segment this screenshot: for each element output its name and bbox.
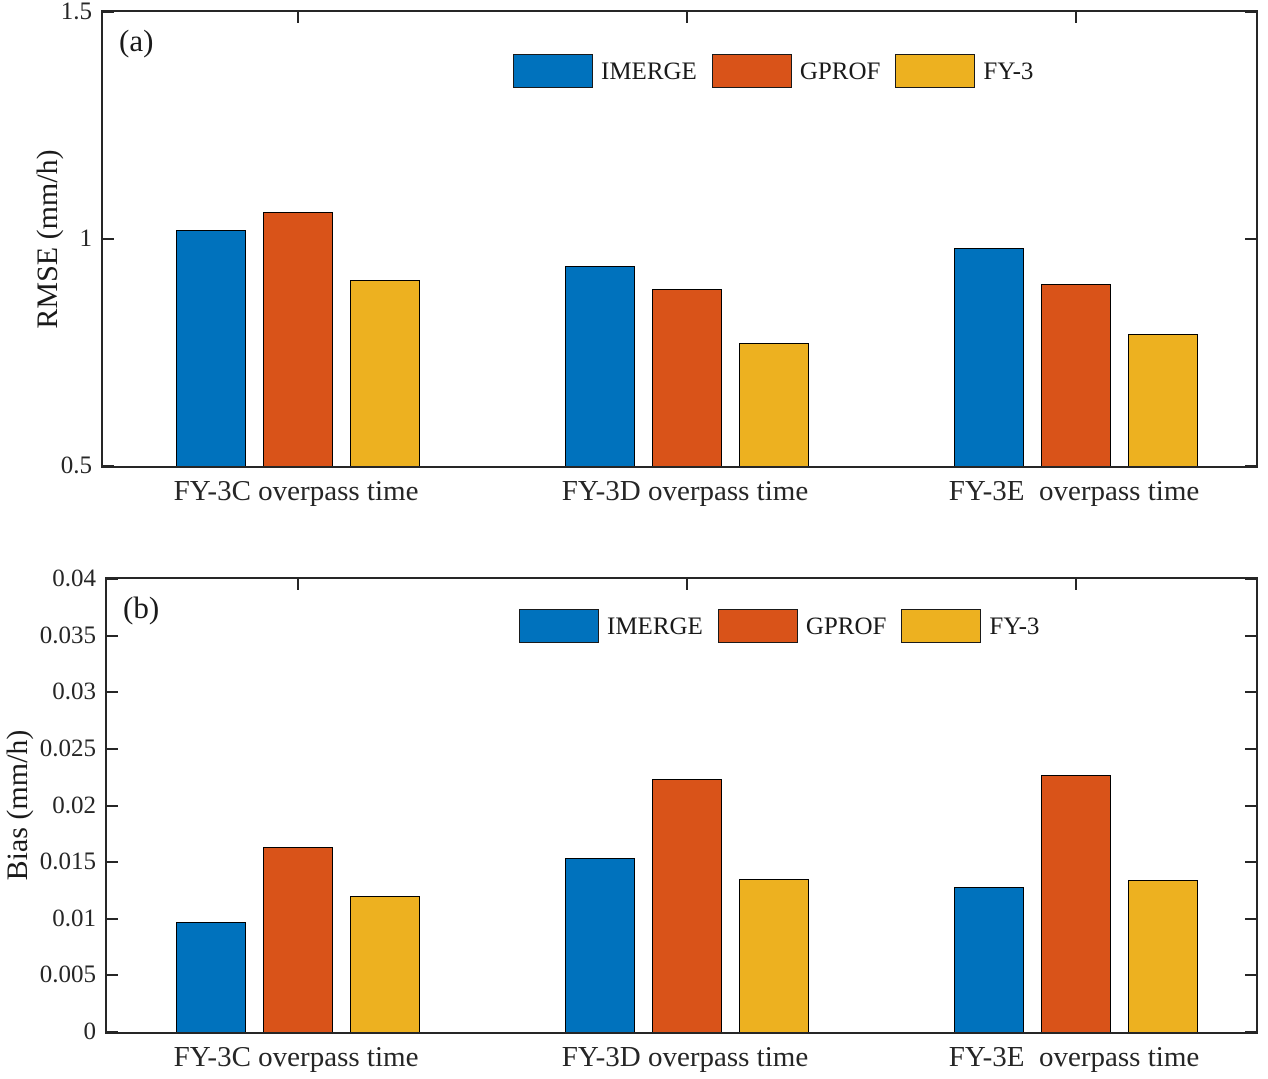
bar-gprof-3 — [1041, 284, 1111, 466]
bar-imerge-2 — [565, 266, 635, 466]
bar-fy-3-3 — [1128, 880, 1198, 1032]
y-tick-label: 0.015 — [39, 848, 96, 876]
y-tick — [107, 1031, 118, 1033]
legend-item-fy3: FY-3 — [901, 609, 1039, 643]
bar-imerge-3 — [954, 887, 1024, 1032]
y-tick — [107, 691, 118, 694]
x-tick — [297, 579, 299, 590]
y-tick — [1245, 691, 1256, 694]
legend-swatch-gprof — [717, 609, 798, 643]
y-tick — [107, 861, 118, 864]
y-tick-label: 0 — [83, 1018, 97, 1045]
x-tick-label: FY-3E overpass time — [948, 475, 1200, 507]
plot-area-panel-b: (b) IMERGE GPROF FY-3 — [105, 577, 1258, 1034]
bar-imerge-1 — [176, 229, 246, 466]
x-tick-label: FY-3E overpass time — [948, 1041, 1200, 1073]
y-tick-label: 0.02 — [52, 791, 96, 819]
bar-imerge-3 — [954, 248, 1024, 466]
y-tick — [107, 634, 118, 637]
y-tick-label: 0.01 — [52, 904, 96, 932]
y-tick — [107, 747, 118, 750]
legend-item-gprof: GPROF — [711, 54, 881, 88]
y-tick-label: 0.025 — [39, 734, 96, 762]
bar-gprof-1 — [263, 211, 333, 466]
y-tick-label: 0.5 — [60, 452, 92, 479]
legend-item-imerge: IMERGE — [519, 609, 703, 643]
y-tick — [1245, 238, 1256, 240]
bar-imerge-2 — [565, 857, 635, 1032]
legend-swatch-imerge — [519, 609, 599, 643]
legend-label-fy3: FY-3 — [983, 57, 1034, 85]
y-tick — [103, 11, 114, 13]
x-tick-label: FY-3C overpass time — [173, 475, 419, 507]
legend-swatch-fy3 — [895, 54, 976, 88]
legend-label-gprof: GPROF — [805, 612, 887, 640]
y-tick — [107, 974, 118, 977]
y-tick — [103, 465, 114, 467]
legend-item-fy3: FY-3 — [895, 54, 1033, 88]
y-tick — [1245, 1031, 1256, 1033]
x-tick-label: FY-3D overpass time — [561, 1041, 809, 1073]
y-tick — [103, 238, 114, 240]
legend-swatch-imerge — [513, 54, 593, 88]
y-tick — [1245, 11, 1256, 13]
y-tick — [107, 578, 118, 580]
y-tick — [1245, 465, 1256, 467]
legend-item-gprof: GPROF — [717, 609, 887, 643]
bar-gprof-1 — [263, 847, 333, 1032]
bar-gprof-2 — [652, 288, 722, 466]
bar-fy-3-1 — [350, 279, 420, 466]
bar-fy-3-2 — [739, 343, 809, 466]
x-tick-label: FY-3D overpass time — [561, 475, 809, 507]
legend-label-imerge: IMERGE — [601, 57, 697, 85]
legend-swatch-fy3 — [901, 609, 982, 643]
bar-gprof-3 — [1041, 774, 1111, 1032]
y-tick — [1245, 917, 1256, 920]
y-tick — [107, 917, 118, 920]
x-tick — [686, 12, 688, 23]
bar-fy-3-3 — [1128, 334, 1198, 466]
y-tick — [1245, 634, 1256, 637]
y-tick-label: 1 — [79, 225, 93, 252]
panel-label-a: (a) — [119, 23, 154, 58]
y-tick — [1245, 974, 1256, 977]
y-tick-label: 1.5 — [60, 0, 92, 25]
x-tick — [297, 12, 299, 23]
plot-area-panel-a: (a) IMERGE GPROF FY-3 — [101, 10, 1258, 468]
legend-swatch-gprof — [711, 54, 792, 88]
bar-fy-3-1 — [350, 896, 420, 1032]
legend-item-imerge: IMERGE — [513, 54, 697, 88]
y-tick — [1245, 804, 1256, 807]
legend-panel-a: IMERGE GPROF FY-3 — [513, 54, 1033, 88]
y-tick-label: 0.005 — [39, 961, 96, 989]
x-tick — [1075, 579, 1077, 590]
y-tick — [1245, 747, 1256, 750]
legend-label-gprof: GPROF — [799, 57, 881, 85]
panel-label-b: (b) — [123, 590, 160, 625]
y-tick-label: 0.035 — [39, 621, 96, 649]
x-tick — [686, 579, 688, 590]
bar-imerge-1 — [176, 922, 246, 1032]
legend-label-fy3: FY-3 — [989, 612, 1040, 640]
y-tick — [1245, 578, 1256, 580]
y-tick — [1245, 861, 1256, 864]
y-tick-label: 0.04 — [52, 565, 96, 592]
bar-gprof-2 — [652, 779, 722, 1032]
legend-label-imerge: IMERGE — [607, 612, 703, 640]
bar-fy-3-2 — [739, 879, 809, 1032]
y-tick — [107, 804, 118, 807]
legend-panel-b: IMERGE GPROF FY-3 — [519, 609, 1039, 643]
x-tick-label: FY-3C overpass time — [173, 1041, 419, 1073]
y-tick-label: 0.03 — [52, 678, 96, 706]
x-tick — [1075, 12, 1077, 23]
